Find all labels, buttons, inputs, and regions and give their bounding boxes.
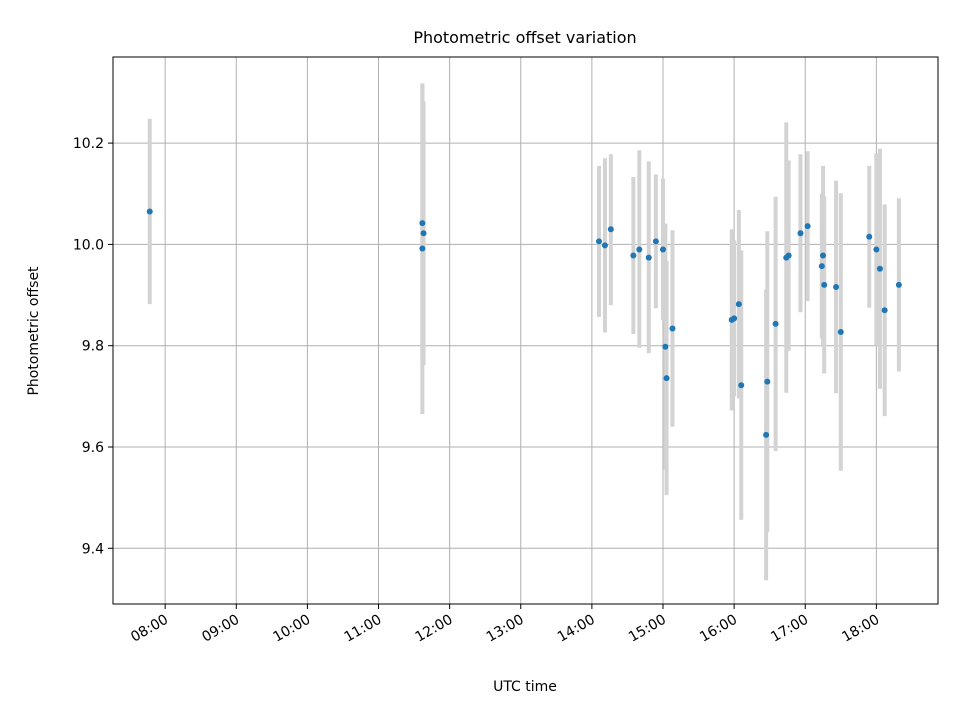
data-point bbox=[735, 301, 742, 308]
data-point bbox=[146, 208, 153, 215]
y-tick-label: 9.8 bbox=[82, 339, 104, 355]
data-point bbox=[818, 263, 825, 270]
data-point bbox=[630, 252, 637, 259]
data-point bbox=[636, 246, 643, 253]
data-point bbox=[876, 265, 883, 272]
data-point bbox=[601, 242, 608, 249]
y-tick-label: 9.6 bbox=[82, 440, 104, 456]
y-tick-label: 10.0 bbox=[73, 237, 104, 253]
data-points bbox=[146, 208, 902, 438]
data-point bbox=[821, 281, 828, 288]
y-axis-label: Photometric offset bbox=[26, 266, 42, 396]
data-point bbox=[785, 252, 792, 259]
data-point bbox=[833, 283, 840, 290]
data-point bbox=[731, 315, 738, 322]
chart-title: Photometric offset variation bbox=[413, 28, 636, 47]
data-point bbox=[645, 254, 652, 261]
data-point bbox=[763, 431, 770, 438]
x-axis-label: UTC time bbox=[493, 679, 557, 695]
y-tick-label: 9.4 bbox=[82, 541, 104, 557]
grid bbox=[113, 57, 938, 604]
data-point bbox=[652, 238, 659, 245]
y-tick-label: 10.2 bbox=[73, 136, 104, 152]
data-point bbox=[820, 252, 827, 259]
data-point bbox=[660, 246, 666, 253]
data-point bbox=[663, 375, 670, 382]
data-point bbox=[895, 281, 902, 288]
data-point bbox=[772, 320, 779, 327]
data-point bbox=[419, 220, 426, 227]
data-point bbox=[804, 223, 811, 230]
data-point bbox=[420, 230, 427, 237]
data-point bbox=[669, 325, 676, 332]
data-point bbox=[837, 329, 844, 336]
y-axis: 9.4 9.6 9.8 10.0 10.2 bbox=[73, 136, 113, 557]
data-point bbox=[595, 238, 602, 245]
data-point bbox=[764, 378, 771, 385]
data-point bbox=[419, 245, 426, 252]
data-point bbox=[662, 343, 669, 350]
plot-frame bbox=[112, 56, 939, 605]
data-point bbox=[873, 246, 880, 253]
data-point bbox=[738, 382, 745, 389]
data-point bbox=[607, 226, 614, 233]
data-point bbox=[881, 307, 888, 314]
data-point bbox=[866, 233, 873, 240]
data-point bbox=[797, 230, 804, 237]
